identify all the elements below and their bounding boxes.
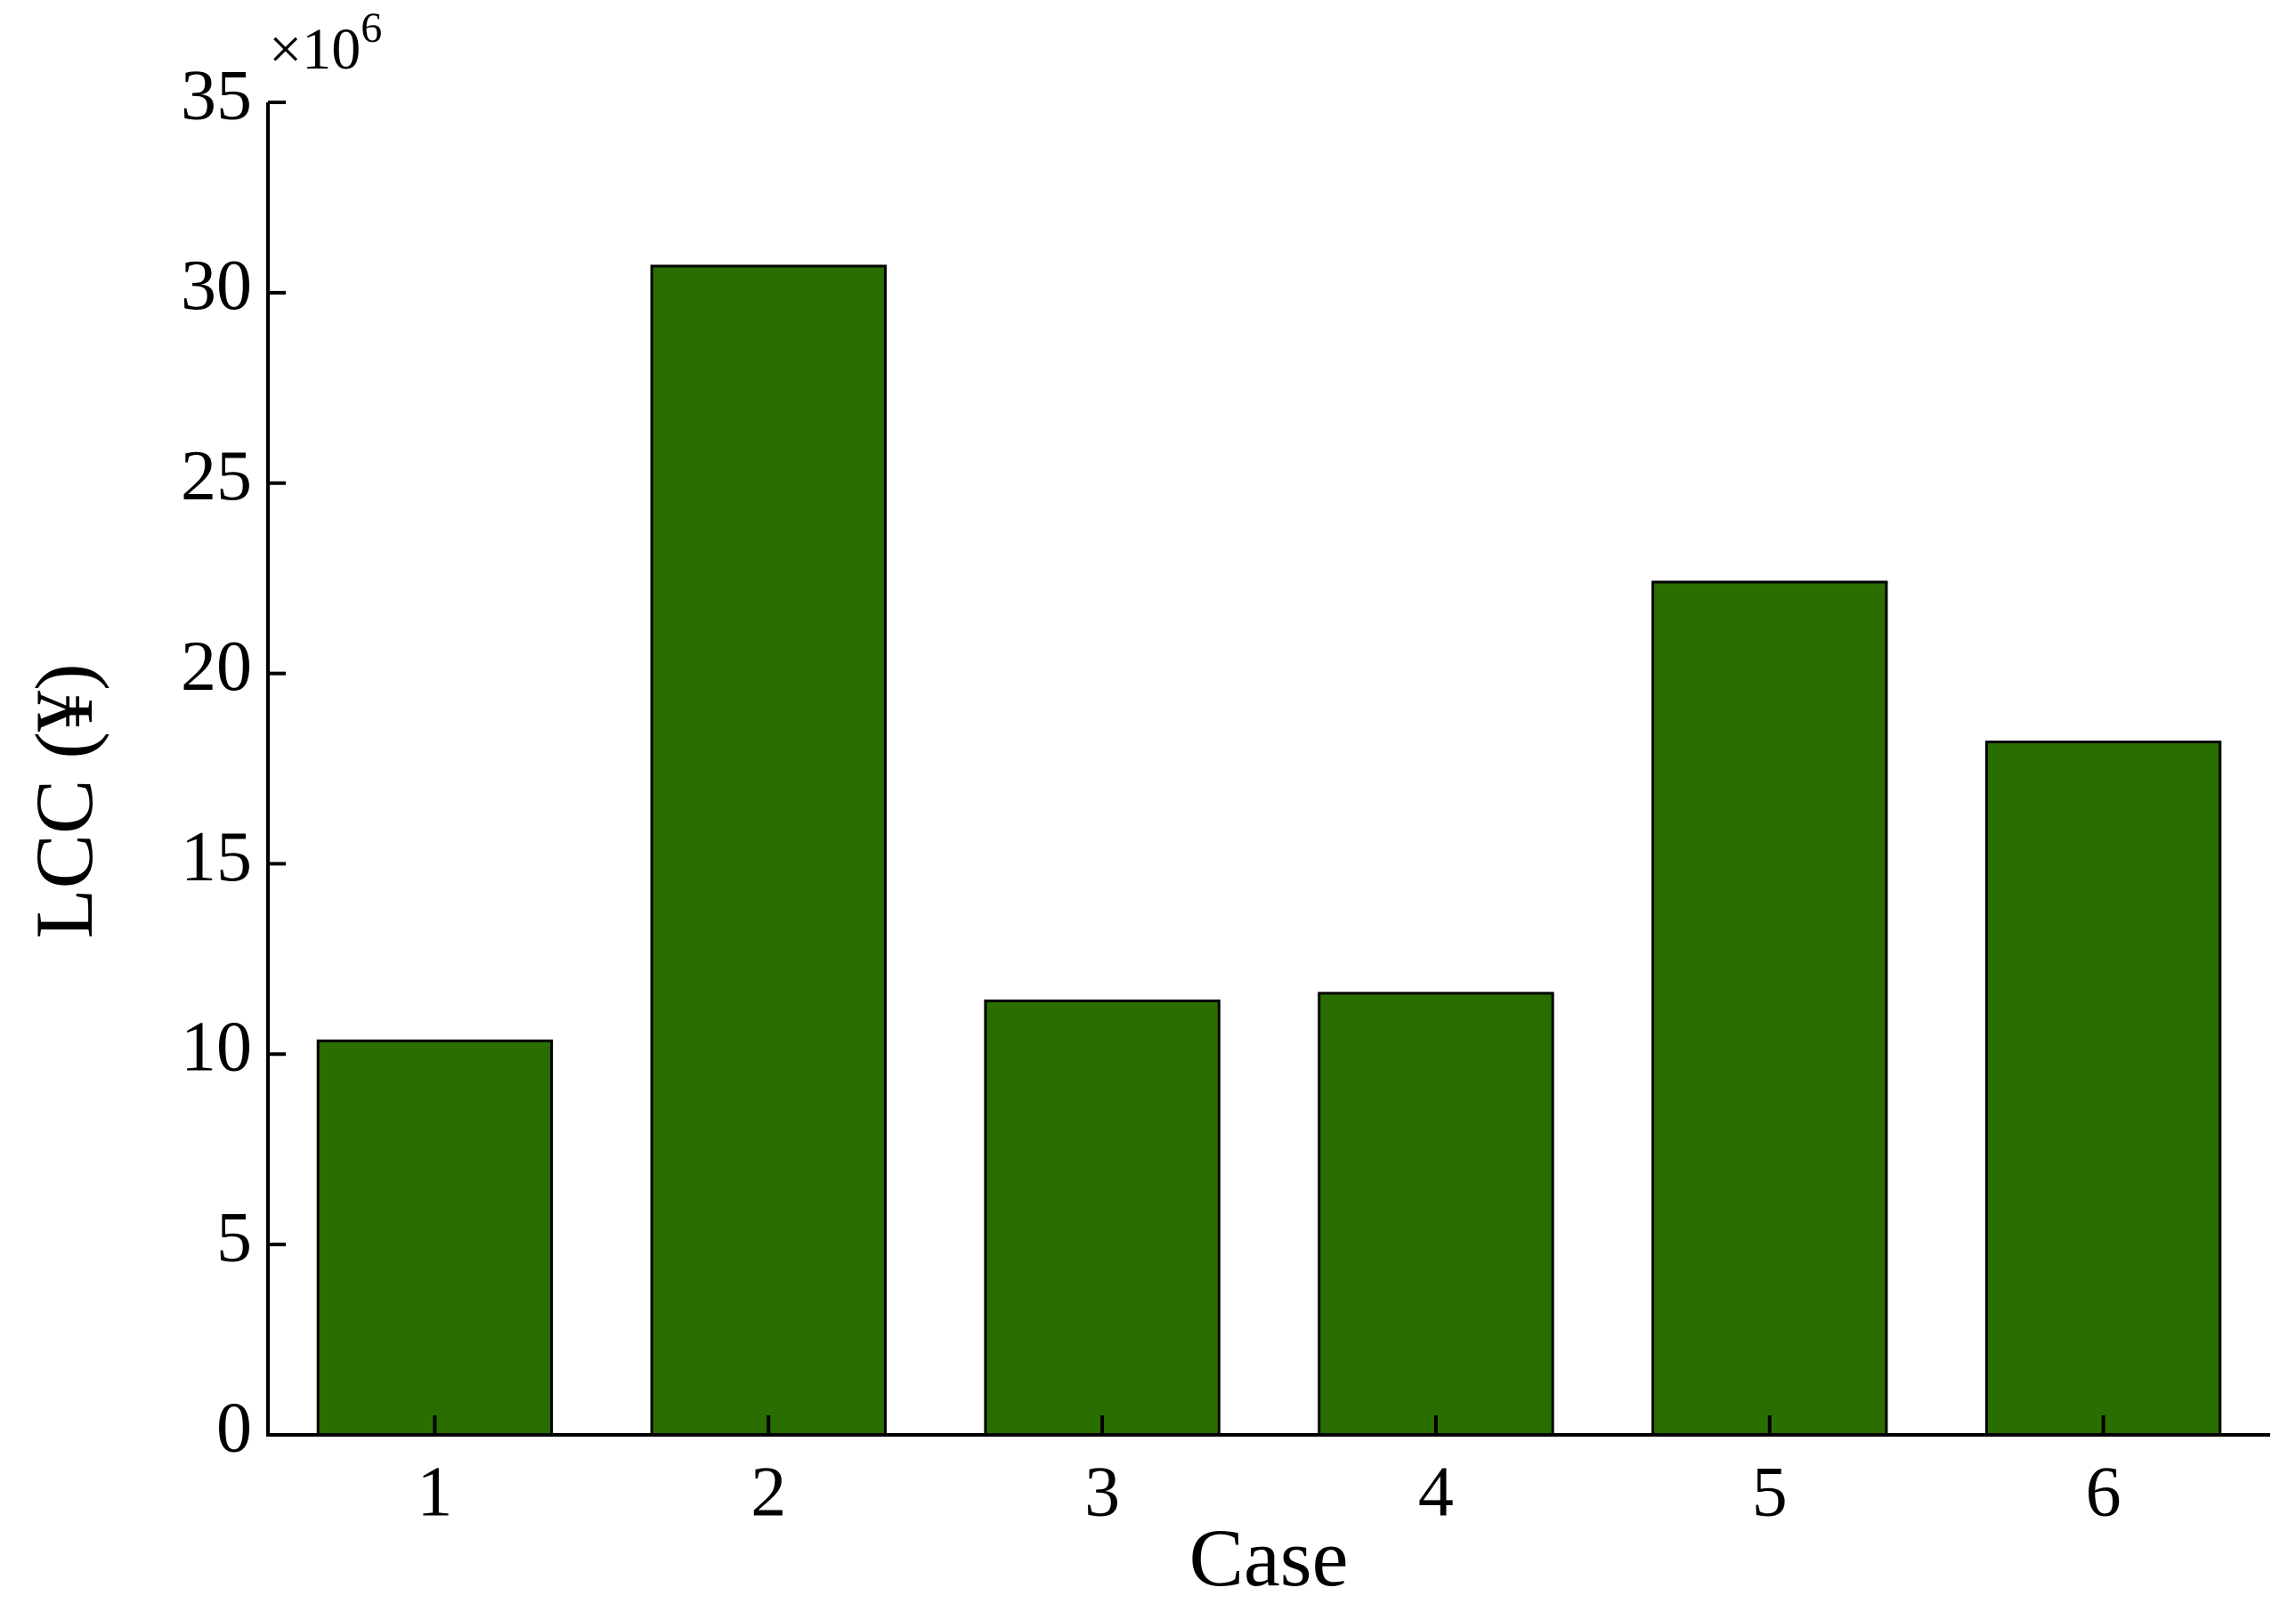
x-axis-label: Case [1189,1512,1349,1603]
y-tick-label: 5 [216,1199,252,1277]
bar [984,999,1221,1437]
y-tick-label: 10 [181,1009,252,1087]
y-tick-label: 0 [216,1389,252,1467]
y-multiplier: ×106 [269,4,382,82]
x-tick-label: 1 [417,1453,452,1531]
bar [1651,580,1888,1437]
x-tick-label: 6 [2086,1453,2122,1531]
multiplier-exponent: 6 [361,4,382,52]
y-tick-label: 20 [181,628,252,706]
y-tick-label: 25 [181,437,252,515]
y-tick-label: 15 [181,818,252,896]
x-tick-label: 2 [750,1453,786,1531]
y-tick-label: 30 [181,247,252,325]
x-tick-label: 4 [1418,1453,1454,1531]
y-axis-label: LCC (¥) [19,663,110,938]
bar [1318,992,1554,1437]
x-tick-label: 5 [1752,1453,1788,1531]
bar [650,264,887,1437]
bar [1984,741,2222,1437]
y-tick-label: 35 [181,56,252,134]
multiplier-base: ×10 [269,17,361,82]
x-tick-label: 3 [1084,1453,1120,1531]
bar [316,1039,554,1437]
